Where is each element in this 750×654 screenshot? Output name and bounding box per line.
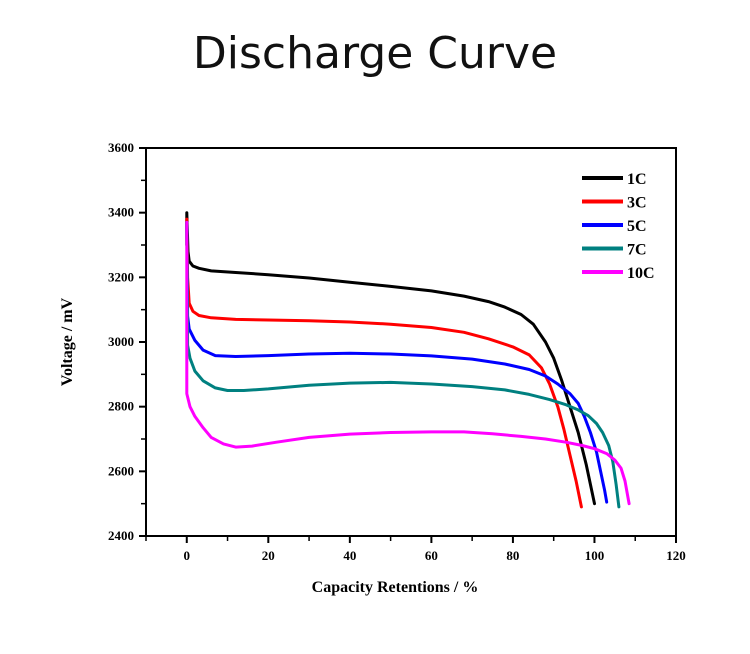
x-tick-label: 20 [262, 548, 275, 563]
series-line-3C [185, 217, 583, 509]
y-tick-label: 2800 [108, 399, 134, 414]
series-line-1C [185, 211, 596, 506]
series-line-7C [185, 220, 621, 509]
legend: 1C 3C 5C 7C 10C [582, 171, 655, 282]
legend-label-10C: 10C [627, 265, 655, 282]
x-tick-label: 0 [184, 548, 191, 563]
y-tick-label: 3200 [108, 269, 134, 284]
y-tick-label: 3600 [108, 140, 134, 155]
y-tick-label: 2600 [108, 463, 134, 478]
legend-label-3C: 3C [627, 195, 647, 212]
series-line-5C [185, 220, 609, 504]
x-axis-title: Capacity Retentions / % [312, 579, 479, 596]
legend-label-1C: 1C [627, 171, 647, 188]
x-tick-label: 60 [425, 548, 438, 563]
y-tick-label: 3400 [108, 205, 134, 220]
x-tick-label: 120 [666, 548, 686, 563]
axes: 0 20 40 60 80 100 120 2400 2600 2800 3000 3200 3400 3… [108, 140, 686, 563]
x-tick-label: 100 [585, 548, 605, 563]
page-title: Discharge Curve [192, 28, 558, 79]
y-axis-title: Voltage / mV [59, 297, 76, 386]
plot-frame [145, 147, 677, 537]
x-tick-label: 80 [506, 548, 519, 563]
series-lines [185, 211, 631, 509]
y-tick-label: 2400 [108, 528, 134, 543]
legend-label-7C: 7C [627, 242, 647, 259]
x-tick-label: 40 [343, 548, 356, 563]
y-tick-label: 3000 [108, 334, 134, 349]
legend-label-5C: 5C [627, 218, 647, 235]
series-line-10C [185, 220, 631, 506]
